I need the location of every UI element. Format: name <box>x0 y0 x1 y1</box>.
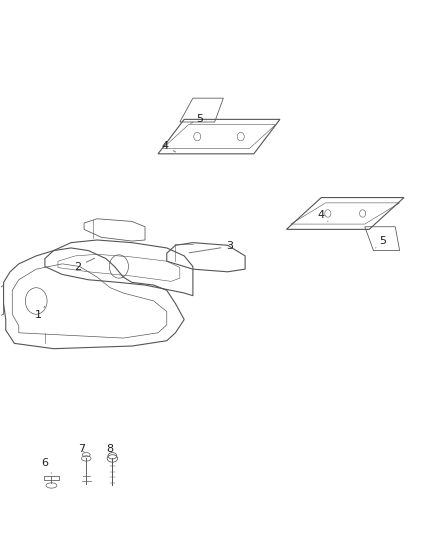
Text: 7: 7 <box>78 445 85 455</box>
Text: 1: 1 <box>35 306 45 320</box>
Text: 5: 5 <box>376 236 386 248</box>
Text: 6: 6 <box>42 458 51 473</box>
Text: 5: 5 <box>191 114 203 124</box>
Text: 8: 8 <box>106 445 114 455</box>
Text: 3: 3 <box>189 241 233 253</box>
Text: 4: 4 <box>318 209 328 221</box>
Text: 4: 4 <box>161 141 176 152</box>
Text: 2: 2 <box>74 258 95 271</box>
